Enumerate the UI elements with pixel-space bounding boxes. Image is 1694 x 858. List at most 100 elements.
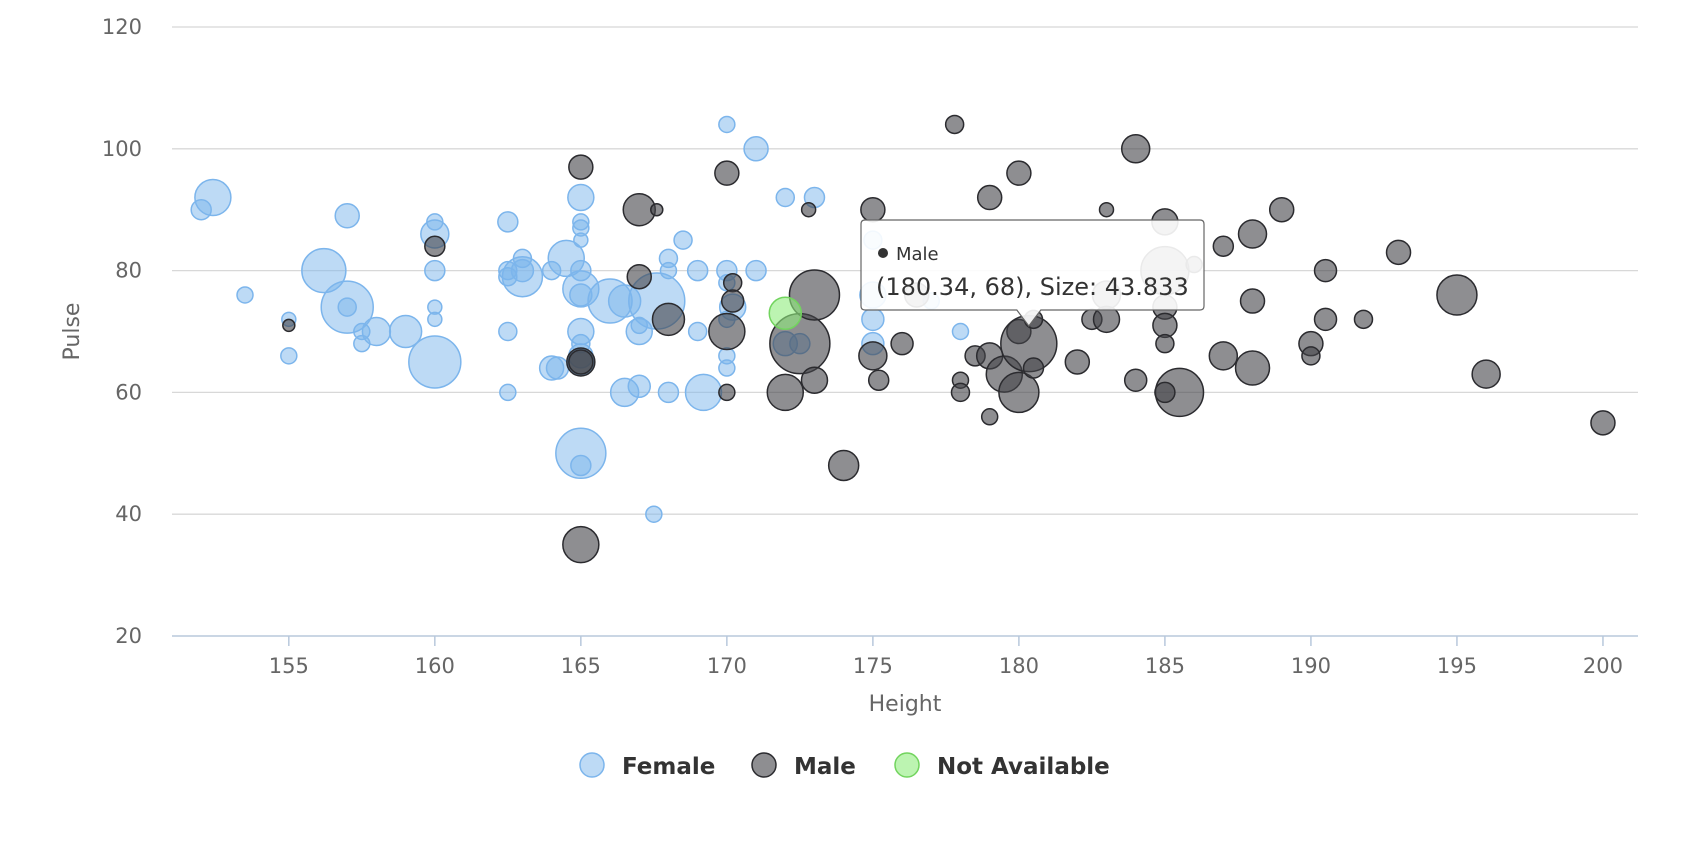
bubble-point	[651, 302, 686, 337]
bubble-point	[800, 201, 817, 218]
tooltip: Male (180.34, 68), Size: 43.833	[860, 219, 1205, 327]
bubble-point	[1471, 359, 1501, 389]
bubble-point	[282, 318, 296, 333]
y-tick-label: 20	[115, 624, 142, 648]
bubble-point	[570, 454, 592, 477]
bubble-point	[1208, 341, 1239, 371]
bubble-point	[1212, 235, 1235, 257]
y-tick-label: 40	[115, 502, 142, 526]
bubble-point	[501, 255, 544, 298]
bubble-point	[568, 349, 594, 375]
bubble-point	[686, 259, 709, 282]
bubble-point	[827, 449, 860, 482]
bubble-point	[858, 341, 888, 371]
bubble-point	[427, 311, 443, 328]
bubble-point	[775, 187, 796, 208]
bubble-point	[980, 408, 999, 426]
bubble-point	[1234, 350, 1271, 386]
x-tick-label: 160	[415, 654, 455, 678]
axes: 20 40 60 80 100 120 155 160 165 170 175 180 185 190 19…	[102, 15, 1638, 678]
x-tick-label: 165	[561, 654, 601, 678]
bubble-point	[722, 273, 743, 293]
bubble-point	[720, 289, 745, 313]
bubble-point	[334, 203, 360, 229]
bubble-point	[650, 202, 664, 217]
bubble-point	[745, 259, 767, 282]
bubble-point	[976, 184, 1003, 211]
tooltip-series-name: Male	[896, 244, 939, 265]
bubble-point	[1301, 346, 1321, 366]
bubble-point	[361, 316, 392, 347]
tooltip-series-marker	[878, 248, 888, 258]
legend-label: Not Available	[937, 754, 1110, 780]
bubble-point	[1353, 309, 1374, 330]
y-axis-title: Pulse	[60, 303, 85, 361]
bubble-point	[657, 381, 680, 404]
bubble-point	[951, 322, 970, 341]
bubble-point	[788, 269, 841, 321]
x-tick-label: 195	[1437, 654, 1477, 678]
bubble-point	[1120, 134, 1151, 164]
bubble-point	[708, 312, 746, 351]
bubble-point	[424, 259, 446, 282]
bubble-point	[687, 321, 708, 342]
bubble-point	[236, 286, 254, 304]
bubble-point	[743, 136, 769, 162]
bubble-point	[337, 297, 357, 317]
bubble-point	[562, 525, 600, 564]
legend-marker	[579, 752, 605, 778]
bubble-point	[950, 382, 971, 403]
x-tick-label: 170	[707, 654, 747, 678]
bubble-point	[684, 373, 723, 412]
bubble-point	[766, 373, 805, 412]
x-tick-label: 200	[1583, 654, 1623, 678]
bubble-point	[645, 505, 663, 523]
y-tick-label: 80	[115, 259, 142, 283]
legend-label: Female	[622, 754, 715, 780]
bubble-point	[860, 196, 886, 223]
bubble-point	[497, 211, 519, 233]
bubble-point	[573, 232, 589, 248]
bubble-point	[1268, 196, 1295, 223]
x-tick-label: 180	[999, 654, 1039, 678]
x-tick-label: 185	[1145, 654, 1185, 678]
bubble-point	[718, 359, 736, 377]
bubble-point	[408, 335, 462, 389]
bubble-point	[1590, 410, 1616, 436]
series-not-available	[768, 296, 803, 330]
bubble-point	[1239, 288, 1266, 314]
bubble-point	[1154, 381, 1176, 404]
bubble-point	[498, 321, 518, 342]
bubble-point	[1123, 368, 1148, 392]
y-tick-label: 60	[115, 380, 142, 404]
bubble-point	[1313, 258, 1338, 283]
legend: Female Male Not Available	[579, 752, 1110, 780]
bubble-point	[567, 183, 595, 212]
legend-marker	[894, 752, 920, 778]
y-tick-label: 100	[102, 137, 142, 161]
bubble-point	[545, 356, 570, 380]
plot-area	[190, 114, 1616, 564]
bubble-point	[555, 427, 607, 480]
tooltip-value: (180.34, 68), Size: 43.833	[876, 273, 1189, 301]
bubble-point	[768, 296, 803, 330]
x-tick-label: 155	[269, 654, 309, 678]
x-tick-label: 190	[1291, 654, 1331, 678]
bubble-point	[714, 160, 740, 186]
bubble-point	[627, 374, 652, 399]
bubble-point	[1237, 219, 1268, 249]
bubble-point	[861, 307, 885, 332]
bubble-point	[424, 235, 446, 257]
x-tick-label: 175	[853, 654, 893, 678]
bubble-point	[673, 230, 693, 250]
bubble-point	[568, 154, 594, 180]
series-male	[282, 114, 1616, 564]
bubble-point	[1313, 307, 1338, 332]
bubble-point	[718, 115, 736, 134]
legend-label: Male	[794, 754, 856, 780]
bubble-point	[867, 369, 890, 391]
bubble-point	[626, 263, 653, 290]
bubble-point	[194, 178, 232, 217]
